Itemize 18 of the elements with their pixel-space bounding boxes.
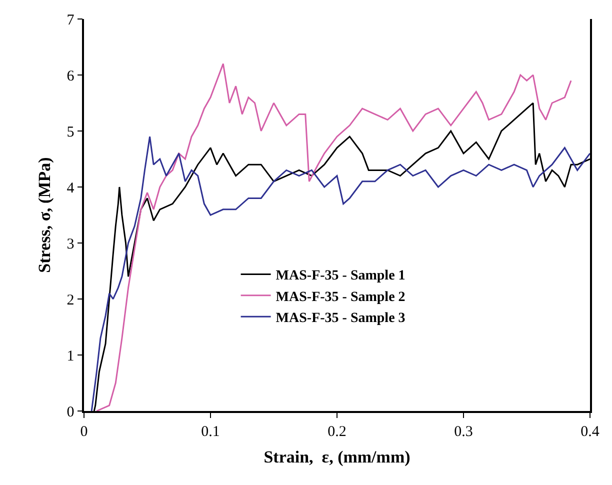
y-axis-title: Stress, σ, (MPa) (34, 157, 54, 273)
y-tick-label: 3 (66, 236, 74, 252)
legend-label: MAS-F-35 - Sample 2 (276, 290, 406, 305)
x-axis-title: Strain, ε, (mm/mm) (264, 448, 410, 467)
y-tick-label: 0 (66, 404, 74, 420)
x-tick-label: 0.3 (454, 424, 473, 440)
x-tick-label: 0.2 (328, 424, 346, 440)
x-tick-label: 0 (80, 424, 88, 440)
y-tick-label: 2 (66, 292, 74, 308)
y-tick-label: 5 (66, 124, 74, 140)
legend-label: MAS-F-35 - Sample 1 (276, 268, 406, 284)
legend-label: MAS-F-35 - Sample 3 (276, 311, 406, 326)
y-tick-label: 6 (66, 68, 75, 84)
y-tick-label: 4 (66, 180, 75, 196)
x-tick-label: 0.1 (201, 424, 220, 440)
x-tick-label: 0.4 (580, 424, 600, 440)
y-tick-label: 1 (66, 348, 74, 364)
y-tick-label: 7 (66, 12, 75, 28)
